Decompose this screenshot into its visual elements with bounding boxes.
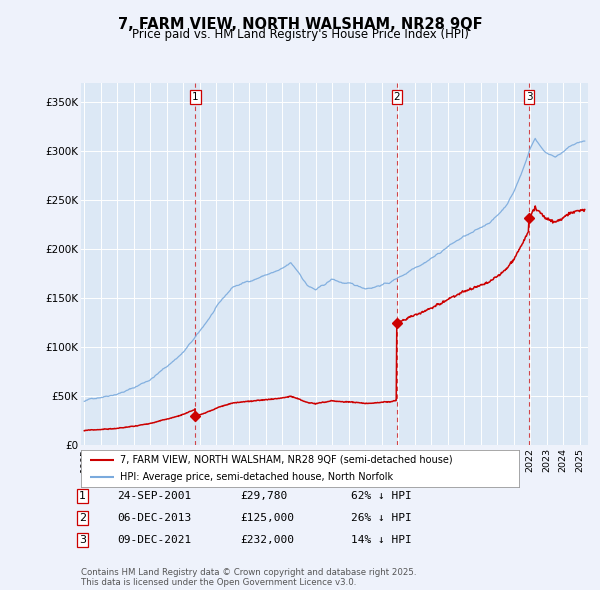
- Text: 2: 2: [394, 91, 400, 101]
- Text: 14% ↓ HPI: 14% ↓ HPI: [351, 535, 412, 545]
- Text: 62% ↓ HPI: 62% ↓ HPI: [351, 491, 412, 502]
- Text: 7, FARM VIEW, NORTH WALSHAM, NR28 9QF (semi-detached house): 7, FARM VIEW, NORTH WALSHAM, NR28 9QF (s…: [121, 455, 453, 464]
- Text: Contains HM Land Registry data © Crown copyright and database right 2025.
This d: Contains HM Land Registry data © Crown c…: [81, 568, 416, 587]
- Text: 26% ↓ HPI: 26% ↓ HPI: [351, 513, 412, 523]
- Text: HPI: Average price, semi-detached house, North Norfolk: HPI: Average price, semi-detached house,…: [121, 472, 394, 481]
- Text: 1: 1: [79, 491, 86, 502]
- Text: 09-DEC-2021: 09-DEC-2021: [117, 535, 191, 545]
- Text: £232,000: £232,000: [240, 535, 294, 545]
- Text: £29,780: £29,780: [240, 491, 287, 502]
- Text: 2: 2: [79, 513, 86, 523]
- Text: Price paid vs. HM Land Registry's House Price Index (HPI): Price paid vs. HM Land Registry's House …: [131, 28, 469, 41]
- Text: 24-SEP-2001: 24-SEP-2001: [117, 491, 191, 502]
- Text: 3: 3: [79, 535, 86, 545]
- Text: 3: 3: [526, 91, 532, 101]
- Text: 1: 1: [192, 91, 199, 101]
- Text: 7, FARM VIEW, NORTH WALSHAM, NR28 9QF: 7, FARM VIEW, NORTH WALSHAM, NR28 9QF: [118, 17, 482, 31]
- Text: 06-DEC-2013: 06-DEC-2013: [117, 513, 191, 523]
- Text: £125,000: £125,000: [240, 513, 294, 523]
